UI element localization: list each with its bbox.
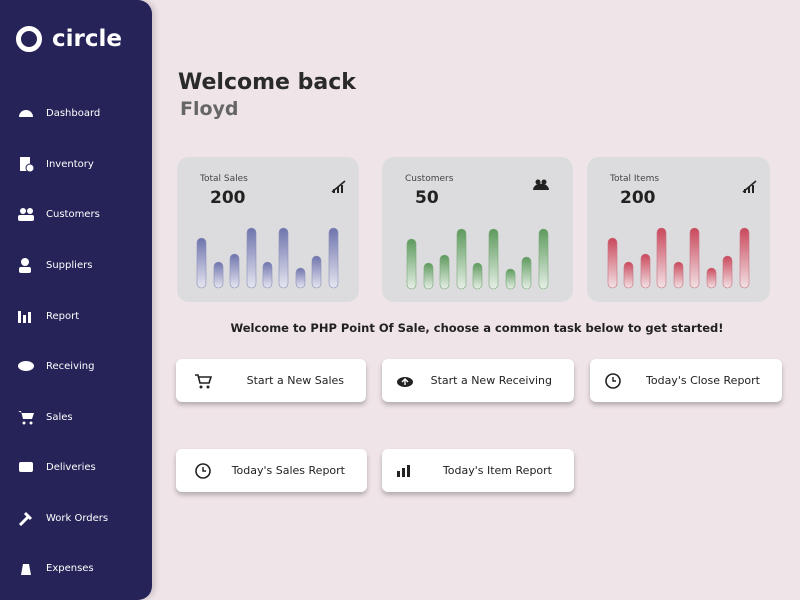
task-label: Start a New Receiving	[430, 374, 552, 387]
task-button[interactable]: Start a New Receiving	[382, 359, 574, 402]
nav-label: Deliveries	[46, 461, 96, 473]
task-label: Today's Item Report	[442, 464, 552, 477]
nav-label: Dashboard	[46, 107, 101, 119]
task-button[interactable]: Today's Item Report	[382, 449, 574, 492]
nav-label: Expenses	[46, 562, 94, 574]
stat-value: 50	[415, 188, 439, 208]
stat-label: Total Sales	[200, 174, 248, 184]
nav-item[interactable]: Deliveries	[17, 457, 96, 477]
nav-label: Customers	[46, 208, 100, 220]
intro-text: Welcome to PHP Point Of Sale, choose a c…	[230, 321, 724, 335]
user-name: Floyd	[180, 98, 239, 120]
nav-item[interactable]: Report	[17, 306, 79, 326]
nav-item[interactable]: Receiving	[17, 356, 94, 376]
nav-item[interactable]: Customers	[17, 204, 100, 224]
sidebar: circle Dashboard Inventory Customers Sup…	[0, 0, 152, 600]
task-label: Today's Close Report	[646, 374, 760, 387]
nav-item[interactable]: Suppliers	[17, 255, 92, 275]
stat-label: Customers	[405, 174, 454, 184]
nav-label: Receiving	[46, 360, 95, 372]
nav-label: Suppliers	[46, 259, 93, 271]
nav-item[interactable]: Inventory	[17, 154, 94, 174]
logo: circle	[16, 26, 122, 52]
nav-item[interactable]: Sales	[17, 407, 73, 427]
task-button[interactable]: Today's Close Report	[590, 359, 782, 402]
nav-item[interactable]: Work Orders	[17, 508, 108, 528]
task-button[interactable]: Today's Sales Report	[176, 449, 367, 492]
nav-label: Report	[46, 310, 80, 322]
stat-value: 200	[620, 188, 656, 208]
nav-label: Inventory	[46, 158, 94, 170]
nav-label: Work Orders	[46, 512, 109, 524]
nav-label: Sales	[46, 411, 73, 423]
nav-item[interactable]: Dashboard	[17, 103, 100, 123]
brand: circle	[52, 26, 122, 52]
welcome-title: Welcome back	[178, 70, 356, 95]
stat-value: 200	[210, 188, 246, 208]
stat-card: Total Items 200	[587, 157, 770, 302]
task-button[interactable]: Start a New Sales	[176, 359, 366, 402]
task-label: Today's Sales Report	[231, 464, 345, 477]
nav-item[interactable]: Expenses	[17, 558, 94, 578]
stat-label: Total Items	[610, 174, 660, 184]
stat-card: Customers 50	[382, 157, 573, 302]
stat-card: Total Sales 200	[177, 157, 359, 302]
task-label: Start a New Sales	[246, 374, 344, 387]
